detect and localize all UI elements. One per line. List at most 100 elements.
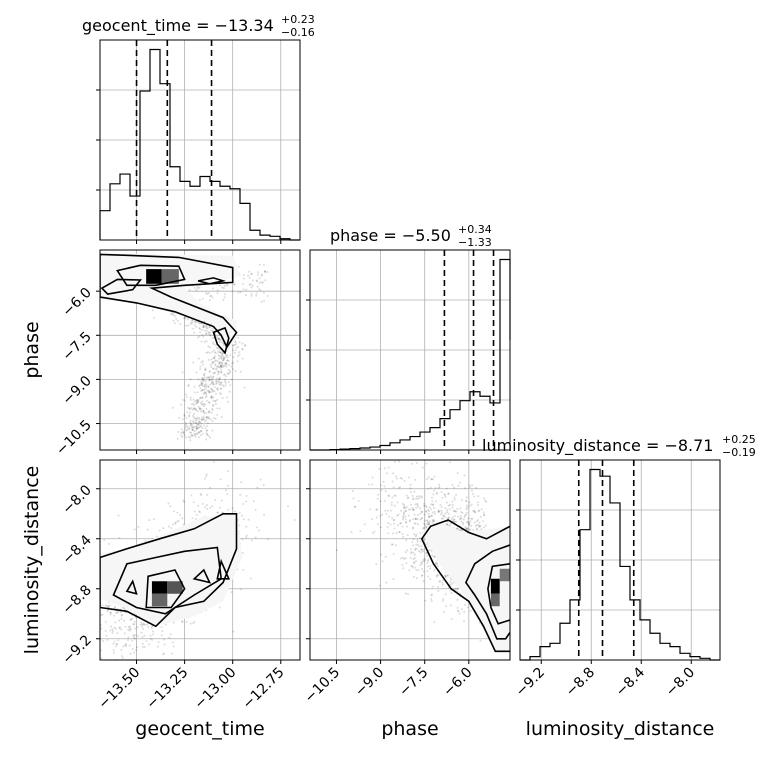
sample-point: [439, 504, 442, 507]
sample-point: [217, 354, 220, 357]
sample-point: [405, 539, 408, 542]
sample-point: [256, 486, 259, 489]
sample-point: [170, 313, 173, 316]
sample-point: [218, 376, 221, 379]
sample-point: [224, 362, 227, 365]
sample-point: [220, 371, 223, 374]
sample-point: [224, 380, 227, 383]
sample-point: [227, 359, 230, 362]
sample-point: [223, 378, 226, 381]
sample-point: [394, 544, 397, 547]
sample-point: [392, 553, 395, 556]
sample-point: [220, 362, 223, 365]
sample-point: [416, 497, 419, 500]
sample-point: [199, 424, 202, 427]
sample-point: [401, 556, 404, 559]
y-tick-label-luminosity-distance: −9.2: [59, 632, 94, 667]
sample-point: [404, 515, 407, 518]
sample-point: [202, 325, 205, 328]
sample-point: [228, 390, 231, 393]
sample-point: [428, 515, 431, 518]
sample-point: [210, 366, 213, 369]
sample-point: [181, 371, 184, 374]
sample-point: [461, 529, 464, 532]
density-cell: [490, 578, 500, 594]
sample-point: [211, 381, 214, 384]
sample-point: [202, 326, 205, 329]
sample-point: [190, 494, 193, 497]
sample-point: [211, 362, 214, 365]
sample-point: [113, 607, 116, 610]
sample-point: [402, 512, 405, 515]
sample-point: [193, 621, 196, 624]
sample-point: [210, 396, 213, 399]
sample-point: [205, 475, 208, 478]
sample-point: [191, 428, 194, 431]
sample-point: [197, 423, 200, 426]
sample-point: [207, 389, 210, 392]
sample-point: [403, 505, 406, 508]
sample-point: [208, 390, 211, 393]
sample-point: [435, 491, 438, 494]
sample-point: [254, 508, 257, 511]
sample-point: [151, 638, 154, 641]
sample-point: [416, 502, 419, 505]
sample-point: [203, 417, 206, 420]
sample-point: [452, 510, 455, 513]
sample-point: [203, 385, 206, 388]
sample-point: [402, 567, 405, 570]
sample-point: [241, 342, 244, 345]
sample-point: [201, 360, 204, 363]
sample-point: [444, 507, 447, 510]
sample-point: [408, 569, 411, 572]
sample-point: [202, 418, 205, 421]
title-luminosity-distance: luminosity_distance = −8.71: [482, 436, 713, 456]
sample-point: [217, 387, 220, 390]
sample-point: [456, 606, 459, 609]
sample-point: [399, 522, 402, 525]
sample-point: [371, 532, 374, 535]
sample-point: [407, 508, 410, 511]
sample-point: [212, 375, 215, 378]
sample-point: [186, 406, 189, 409]
sample-point: [233, 283, 236, 286]
sample-point: [477, 503, 480, 506]
sample-point: [412, 508, 415, 511]
sample-point: [427, 575, 430, 578]
sample-point: [396, 524, 399, 527]
sample-point: [200, 425, 203, 428]
sample-point: [195, 427, 198, 430]
contour-inner-geocent-time-luminosity-distance-1: [145, 569, 186, 609]
sample-point: [207, 415, 210, 418]
sample-point: [414, 566, 417, 569]
sample-point: [132, 635, 135, 638]
sample-point: [216, 413, 219, 416]
sample-point: [111, 630, 114, 633]
sample-point: [214, 352, 217, 355]
sample-point: [200, 378, 203, 381]
sample-point: [189, 396, 192, 399]
sample-point: [207, 331, 210, 334]
sample-point: [193, 425, 196, 428]
sample-point: [477, 510, 480, 513]
sample-point: [460, 529, 463, 532]
sample-point: [428, 515, 431, 518]
sample-point: [475, 528, 478, 531]
sample-point: [189, 436, 192, 439]
sample-point: [129, 628, 132, 631]
sample-point: [445, 487, 448, 490]
sample-point: [218, 361, 221, 364]
sample-point: [201, 416, 204, 419]
sample-point: [413, 562, 416, 565]
sample-point: [205, 393, 208, 396]
sample-point: [439, 580, 442, 583]
sample-point: [414, 548, 417, 551]
sample-point: [203, 388, 206, 391]
sample-point: [211, 420, 214, 423]
sample-point: [434, 561, 437, 564]
sample-point: [463, 487, 466, 490]
sample-point: [228, 371, 231, 374]
sample-point: [172, 314, 175, 317]
sample-point: [462, 518, 465, 521]
sample-point: [453, 509, 456, 512]
